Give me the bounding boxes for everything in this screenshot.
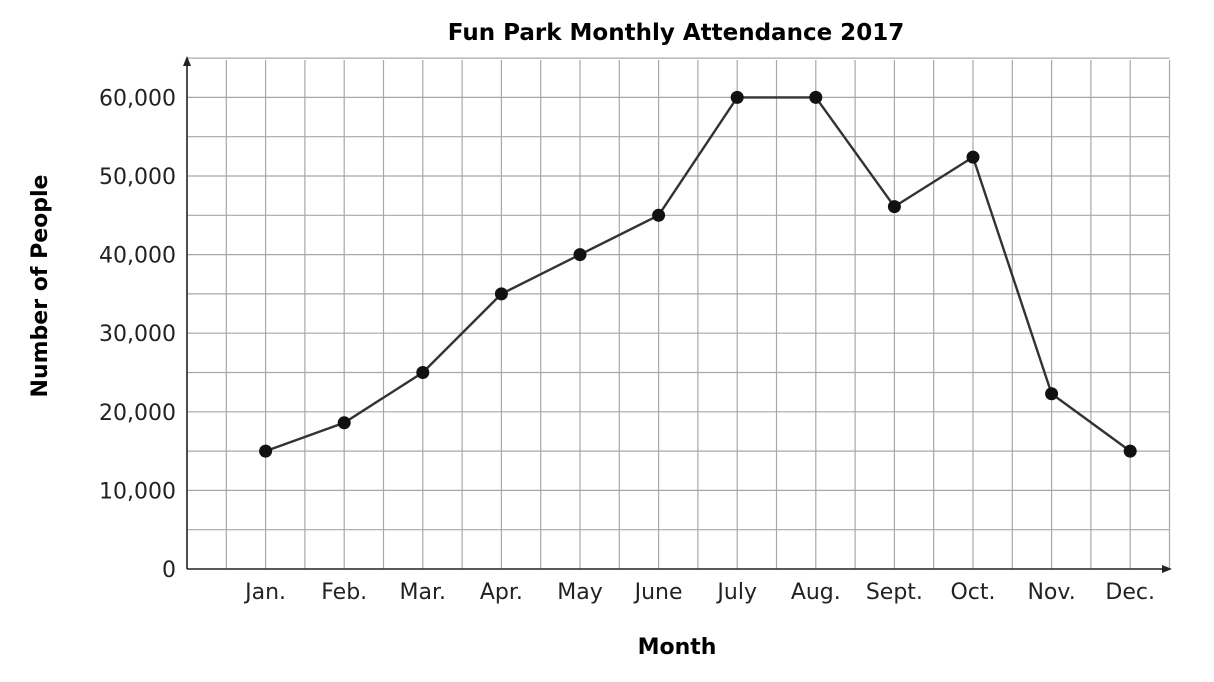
data-point [337,416,351,430]
data-point [416,366,430,379]
y-tick-label: 30,000 [99,322,176,347]
x-tick-label: Jan. [243,580,286,605]
data-point [730,90,744,104]
x-axis-label: Month [638,635,717,660]
x-tick-label: Dec. [1105,580,1155,605]
y-tick-labels: 0 10,000 20,000 30,000 40,000 50,000 60,000 [99,86,176,583]
y-tick-label: 50,000 [99,165,176,190]
data-point [573,248,587,262]
data-point [809,90,823,104]
x-tick-labels: Jan. Feb. Mar. Apr. May June July Aug. Sept. Oct.… [243,580,1155,605]
x-tick-label: Nov. [1027,580,1075,605]
data-point [1123,444,1137,458]
y-tick-label: 10,000 [99,479,176,504]
x-tick-label: Mar. [400,580,446,605]
chart-title: Fun Park Monthly Attendance 2017 [448,20,904,46]
y-tick-label: 0 [162,558,176,583]
data-point [259,444,273,458]
x-tick-label: Sept. [866,580,923,605]
x-tick-label: Oct. [950,580,995,605]
x-axis-arrow [1162,565,1172,573]
y-axis-label: Number of People [28,175,53,398]
data-point [1045,387,1059,401]
y-tick-label: 40,000 [99,244,176,269]
data-point [494,287,508,301]
data-point [887,200,901,214]
y-axis-arrow [183,56,191,66]
x-tick-label: July [715,580,757,605]
y-tick-label: 60,000 [99,86,176,111]
y-tick-label: 20,000 [99,401,176,426]
series-line [265,96,1131,453]
grid-lines [187,57,1171,569]
data-point [652,208,666,222]
x-tick-label: Aug. [791,580,841,605]
x-tick-label: Apr. [480,580,523,605]
x-tick-label: Feb. [321,580,367,605]
axes [183,56,1172,573]
data-point [966,150,980,164]
x-tick-label: May [557,580,602,605]
data-series [259,90,1137,458]
x-tick-label: June [633,580,683,605]
